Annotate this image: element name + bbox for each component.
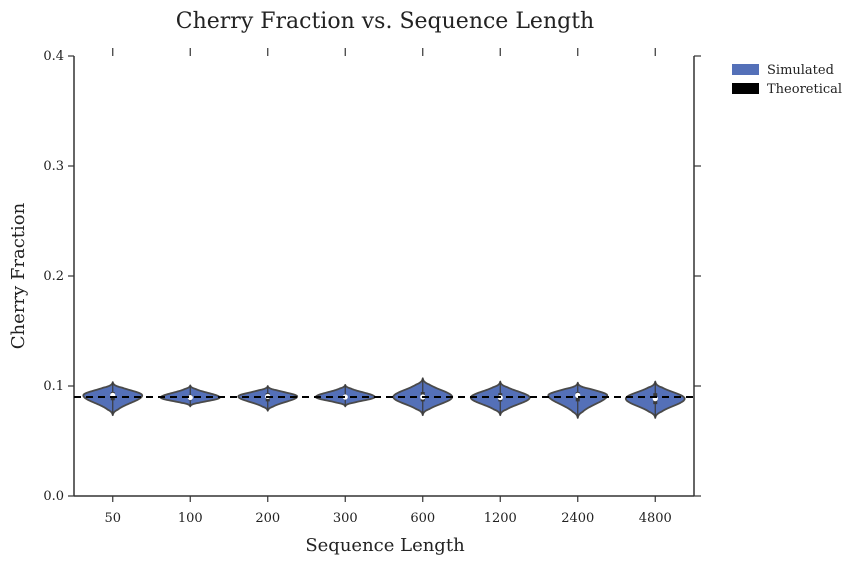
y-tick-label: 0.3: [43, 159, 64, 174]
x-tick-label: 4800: [639, 511, 672, 526]
legend-swatch-theoretical: [732, 83, 759, 94]
y-tick-label: 0.0: [43, 489, 64, 504]
legend-label-theoretical: Theoretical: [767, 82, 842, 97]
x-tick-label: 600: [410, 511, 435, 526]
x-tick-label: 50: [104, 511, 121, 526]
x-tick-label: 2400: [561, 511, 594, 526]
legend-label-simulated: Simulated: [767, 63, 834, 78]
y-tick-label: 0.4: [43, 49, 64, 64]
plot-area: 0.0 0.1 0.2 0.3 0.4 50 100 200 300 600 1200 2400 480…: [43, 48, 701, 526]
y-tick-label: 0.2: [43, 269, 64, 284]
x-axis-label: Sequence Length: [305, 535, 465, 556]
y-axis-label: Cherry Fraction: [8, 202, 29, 349]
x-tick-label: 200: [255, 511, 280, 526]
chart-title: Cherry Fraction vs. Sequence Length: [176, 9, 594, 34]
x-tick-label: 1200: [484, 511, 517, 526]
y-tick-label: 0.1: [43, 379, 64, 394]
x-tick-label: 100: [178, 511, 203, 526]
violin-median-300: [342, 394, 348, 400]
legend: Simulated Theoretical: [732, 63, 842, 97]
x-tick-label: 300: [333, 511, 358, 526]
legend-swatch-simulated: [732, 64, 759, 75]
